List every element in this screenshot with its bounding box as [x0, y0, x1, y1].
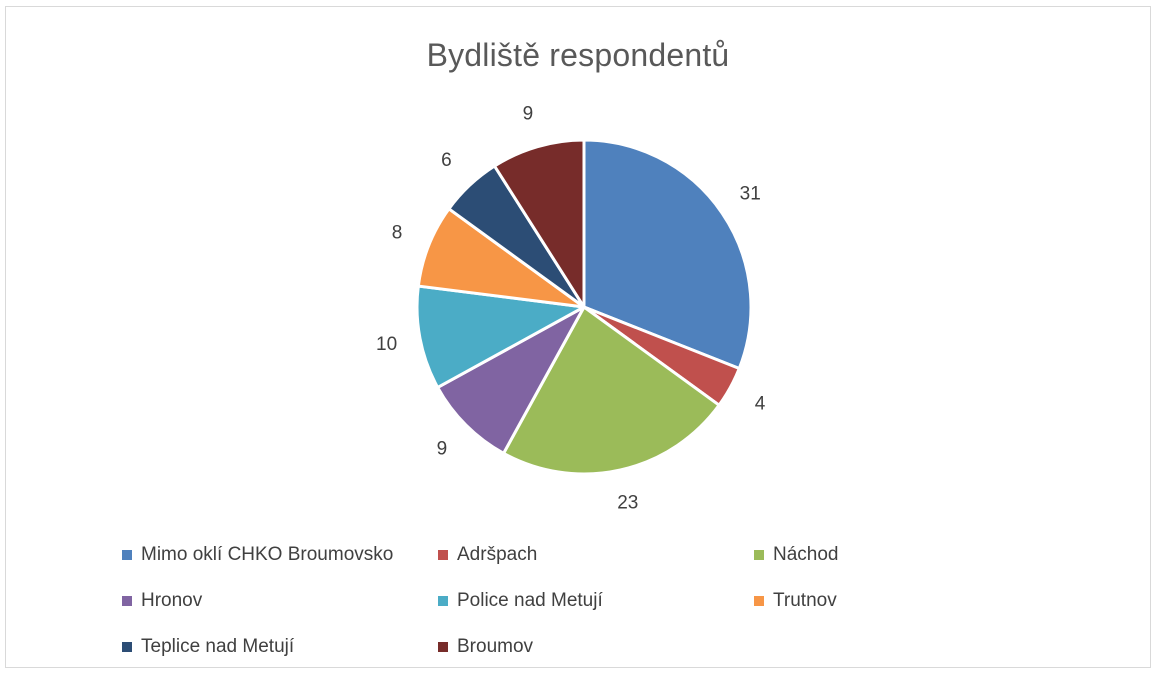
data-label-2: 23	[617, 493, 638, 514]
legend-item-nachod: Náchod	[754, 543, 839, 567]
data-label-4: 10	[376, 334, 397, 355]
data-label-3: 9	[437, 439, 448, 460]
legend-label: Mimo oklí CHKO Broumovsko	[141, 544, 394, 565]
pie-chart: 31 4 23 9 10 8 6 9	[376, 104, 766, 514]
legend-label: Hronov	[141, 590, 203, 611]
legend-item-teplice-nad-metuji: Teplice nad Metují	[122, 635, 294, 659]
legend-swatch	[438, 642, 448, 652]
legend-label: Náchod	[773, 544, 839, 565]
legend-item-adrspach: Adršpach	[438, 543, 537, 567]
legend-swatch	[122, 596, 132, 606]
legend-swatch	[438, 596, 448, 606]
legend-item-broumov: Broumov	[438, 635, 533, 659]
legend-swatch	[122, 642, 132, 652]
legend-swatch	[122, 550, 132, 560]
data-label-5: 8	[392, 223, 403, 244]
chart-area: 31 4 23 9 10 8 6 9 Bydliště respondentů Mimo ok…	[5, 6, 1151, 668]
legend-swatch	[438, 550, 448, 560]
data-label-6: 6	[441, 150, 452, 171]
chart-title: Bydliště respondentů	[426, 37, 730, 73]
data-label-1: 4	[755, 393, 766, 414]
legend-label: Police nad Metují	[457, 590, 603, 611]
data-label-7: 9	[523, 104, 534, 125]
legend-item-police-nad-metuji: Police nad Metují	[438, 589, 603, 613]
data-label-0: 31	[740, 184, 761, 205]
pie-slice-3	[436, 305, 586, 455]
pie-slice-0	[582, 138, 753, 370]
pie-slice-4	[415, 284, 586, 389]
legend-item-hronov: Hronov	[122, 589, 202, 613]
legend: Mimo oklí CHKO Broumovsko Adršpach Nácho…	[122, 543, 922, 663]
legend-label: Teplice nad Metují	[141, 636, 295, 657]
legend-item-trutnov: Trutnov	[754, 589, 837, 613]
legend-label: Broumov	[457, 636, 534, 657]
legend-label: Adršpach	[457, 544, 538, 565]
legend-swatch	[754, 550, 764, 560]
legend-item-mimo-okli: Mimo oklí CHKO Broumovsko	[122, 543, 393, 567]
pie-slice-2	[502, 305, 721, 476]
legend-swatch	[754, 596, 764, 606]
legend-label: Trutnov	[773, 590, 837, 611]
pie-slice-7	[493, 138, 586, 309]
